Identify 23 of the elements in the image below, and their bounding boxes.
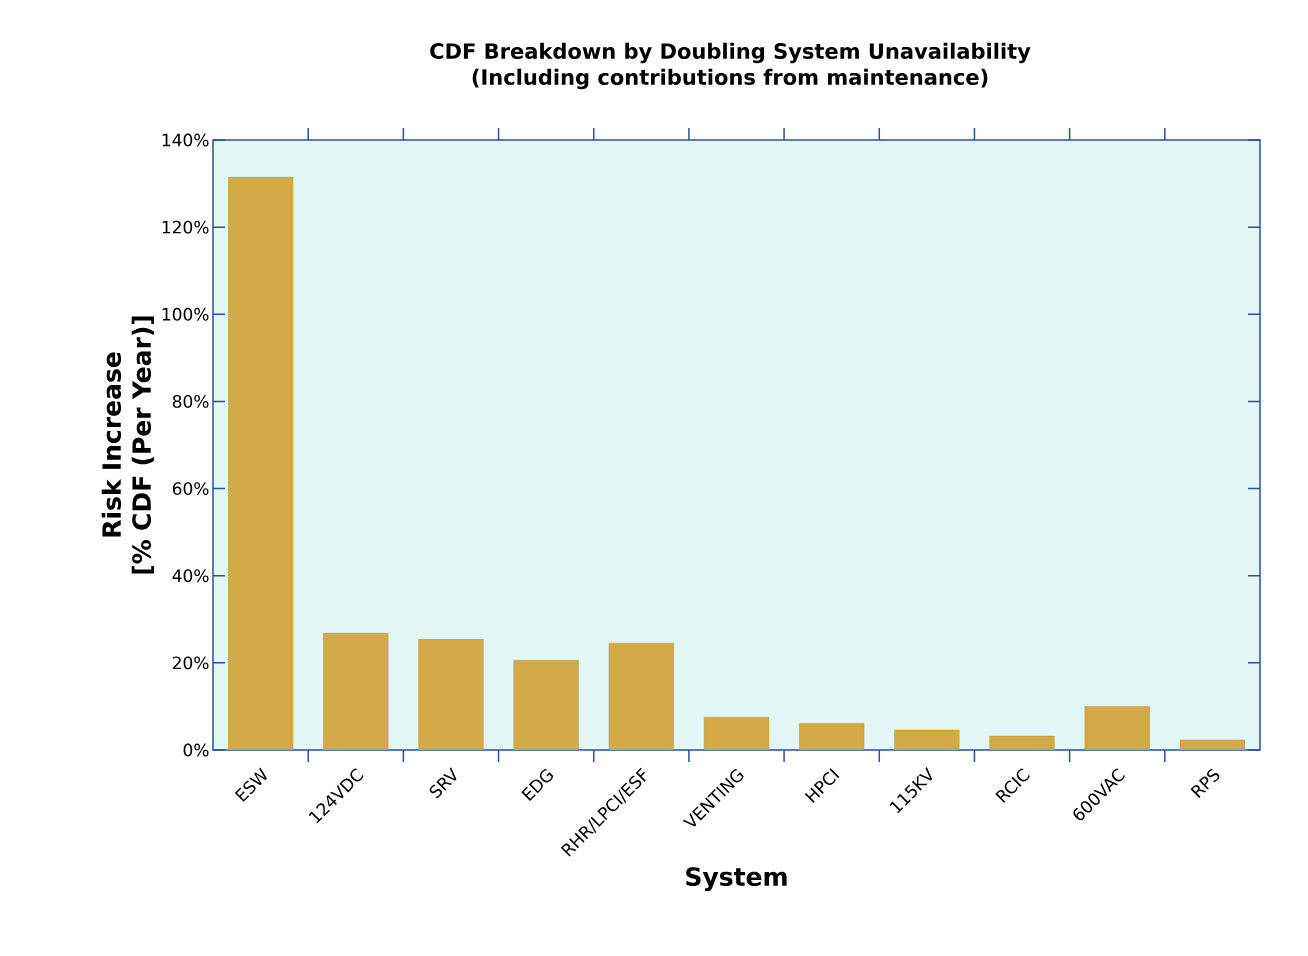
y-tick-label: 40% (172, 569, 209, 583)
bar (703, 717, 770, 750)
bar (323, 633, 389, 750)
bar (228, 176, 294, 750)
bar (894, 729, 960, 750)
bar (608, 643, 674, 750)
y-tick-label: 80% (172, 394, 209, 408)
chart-title: CDF Breakdown by Doubling System Unavailability (430, 42, 1031, 64)
bar (989, 735, 1055, 750)
y-tick-label: 60% (172, 482, 209, 495)
y-tick-label: 20% (172, 656, 209, 670)
y-tick-label: 140% (162, 133, 209, 147)
bar (513, 660, 579, 750)
bar (799, 723, 865, 750)
y-axis-title: Risk Increase [% CDF (Per Year)] (101, 316, 154, 574)
y-tick-label: 120% (162, 220, 209, 234)
bar (1179, 739, 1245, 750)
y-tick-label: 100% (162, 307, 209, 321)
chart-subtitle: (Including contributions from maintenance) (472, 68, 988, 90)
y-tick-label: 0% (183, 743, 209, 757)
x-axis-title: System (686, 867, 787, 892)
bar (418, 639, 484, 750)
bar (1084, 706, 1150, 750)
